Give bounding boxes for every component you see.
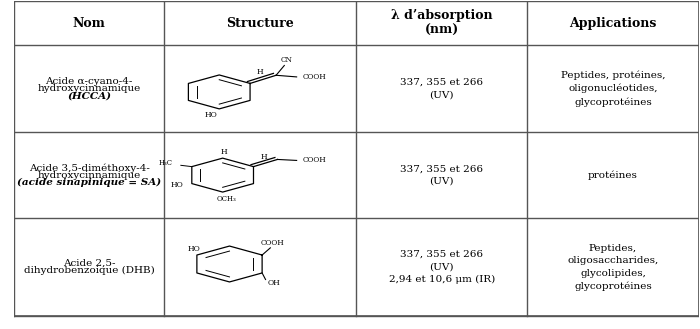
Text: HO: HO (204, 111, 218, 119)
Text: HO: HO (170, 181, 183, 189)
Text: HO: HO (187, 244, 199, 252)
Text: dihydrobenzoique (DHB): dihydrobenzoique (DHB) (24, 266, 155, 275)
Text: COOH: COOH (302, 156, 326, 164)
Text: (HCCA): (HCCA) (67, 91, 111, 100)
Text: COOH: COOH (260, 239, 284, 247)
Text: COOH: COOH (302, 73, 326, 81)
Text: Acide 2,5-: Acide 2,5- (63, 259, 116, 268)
Text: CN: CN (281, 56, 293, 64)
Text: hydroxycinnamique: hydroxycinnamique (38, 171, 141, 180)
Text: protéines: protéines (588, 170, 638, 180)
Text: Acide α-cyano-4-: Acide α-cyano-4- (46, 77, 133, 86)
Text: Peptides,
oligosaccharides,
glycolipides,
glycoprotéines: Peptides, oligosaccharides, glycolipides… (568, 244, 659, 291)
Text: OCH₃: OCH₃ (216, 194, 236, 203)
Text: H: H (261, 153, 267, 161)
Text: OH: OH (267, 279, 280, 288)
Text: Acide 3,5-diméthoxy-4-: Acide 3,5-diméthoxy-4- (29, 163, 150, 173)
Text: Applications: Applications (569, 17, 657, 30)
Text: Nom: Nom (73, 17, 106, 30)
Text: λ d’absorption
(nm): λ d’absorption (nm) (391, 10, 493, 38)
Text: (acide sinapinique = SA): (acide sinapinique = SA) (17, 178, 161, 187)
Text: Structure: Structure (226, 17, 294, 30)
Text: H: H (220, 148, 228, 156)
Text: hydroxycinnamique: hydroxycinnamique (38, 84, 141, 93)
Text: H: H (256, 68, 263, 76)
Text: 337, 355 et 266
(UV): 337, 355 et 266 (UV) (400, 78, 483, 99)
Text: Peptides, protéines,
oligonucléotides,
glycoprotéines: Peptides, protéines, oligonucléotides, g… (561, 71, 665, 107)
Text: 337, 355 et 266
(UV)
2,94 et 10,6 μm (IR): 337, 355 et 266 (UV) 2,94 et 10,6 μm (IR… (389, 250, 495, 284)
Text: H₃C: H₃C (159, 159, 173, 167)
Text: 337, 355 et 266
(UV): 337, 355 et 266 (UV) (400, 164, 483, 186)
